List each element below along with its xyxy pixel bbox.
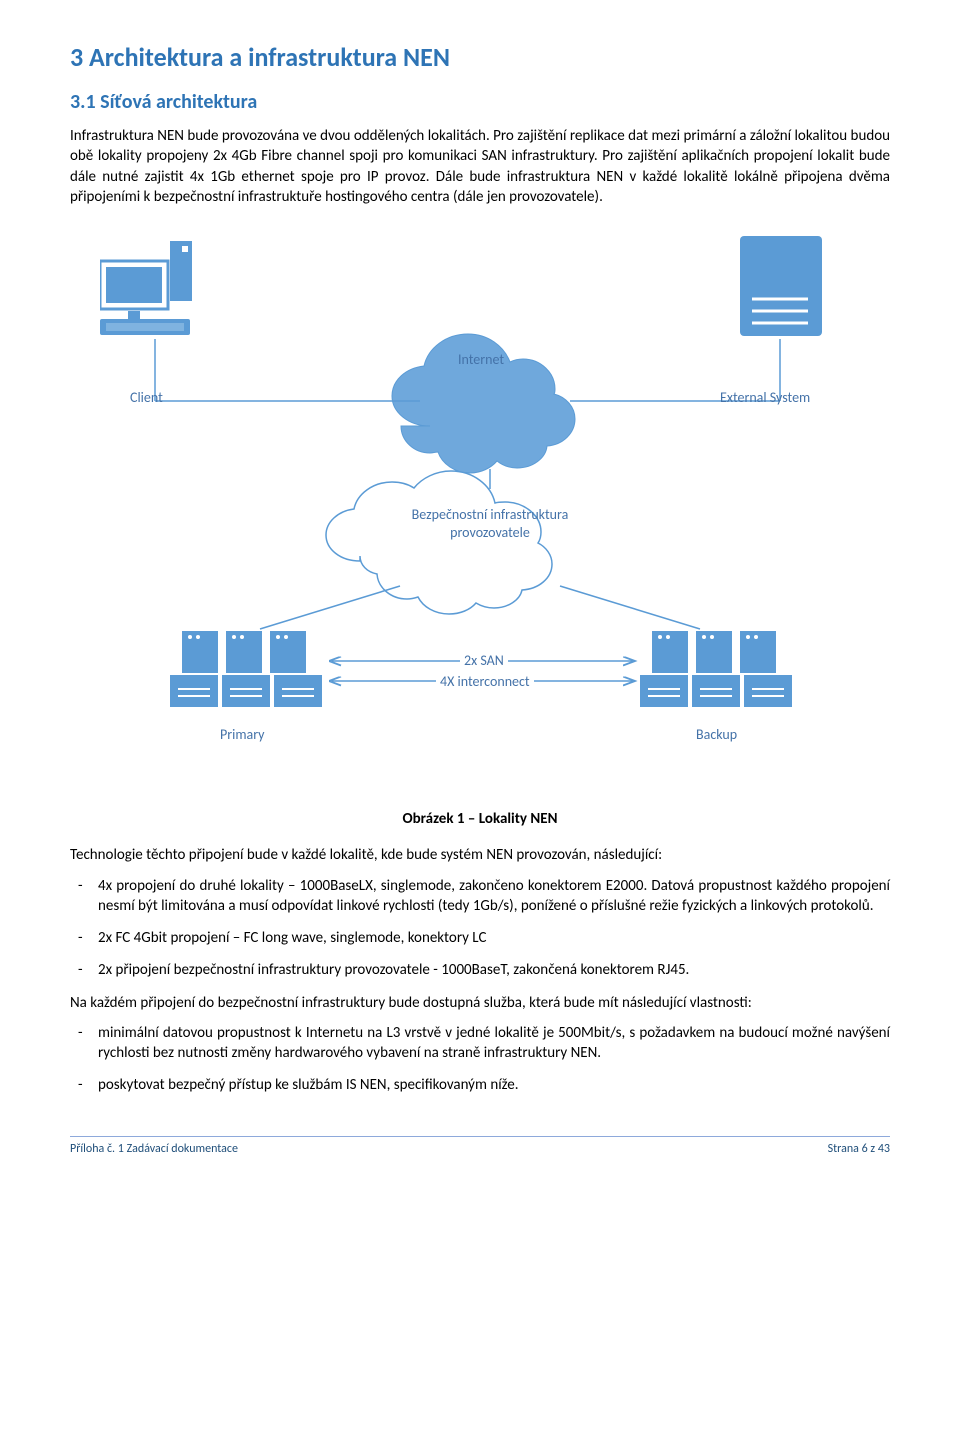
footer-left: Příloha č. 1 Zadávací dokumentace	[70, 1141, 238, 1157]
svc-bullet-list: minimální datovou propustnost k Internet…	[70, 1023, 890, 1096]
internet-label: Internet	[458, 351, 504, 370]
backup-cluster-icon	[640, 631, 792, 707]
figure-caption: Obrázek 1 – Lokality NEN	[70, 809, 890, 829]
list-item: 2x FC 4Gbit propojení – FC long wave, si…	[98, 928, 890, 948]
list-item: minimální datovou propustnost k Internet…	[98, 1023, 890, 1064]
svc-intro: Na každém připojení do bezpečnostní infr…	[70, 993, 890, 1013]
primary-cluster-icon	[170, 631, 322, 707]
external-system-icon	[740, 236, 822, 336]
interconnect-label: 4X interconnect	[436, 673, 534, 692]
external-system-label: External System	[720, 389, 810, 408]
client-icon	[100, 241, 192, 335]
network-diagram: Client Internet External System Bezpečno…	[100, 231, 860, 791]
intro-paragraph: Infrastruktura NEN bude provozována ve d…	[70, 126, 890, 207]
heading-2: 3.1 Síťová architektura	[70, 89, 890, 116]
list-item: 2x připojení bezpečnostní infrastruktury…	[98, 960, 890, 980]
heading-1: 3 Architektura a infrastruktura NEN	[70, 40, 890, 75]
backup-label: Backup	[696, 726, 737, 745]
list-item: 4x propojení do druhé lokality – 1000Bas…	[98, 876, 890, 917]
primary-label: Primary	[220, 726, 265, 745]
tech-bullet-list: 4x propojení do druhé lokality – 1000Bas…	[70, 876, 890, 981]
list-item: poskytovat bezpečný přístup ke službám I…	[98, 1075, 890, 1095]
tech-intro: Technologie těchto připojení bude v každ…	[70, 845, 890, 865]
san-label: 2x SAN	[460, 652, 508, 671]
security-infra-label-2: provozovatele	[380, 524, 600, 543]
client-label: Client	[130, 389, 163, 408]
footer-right: Strana 6 z 43	[828, 1141, 890, 1157]
security-infra-label-1: Bezpečnostní infrastruktura	[380, 506, 600, 525]
page-footer: Příloha č. 1 Zadávací dokumentace Strana…	[70, 1136, 890, 1157]
